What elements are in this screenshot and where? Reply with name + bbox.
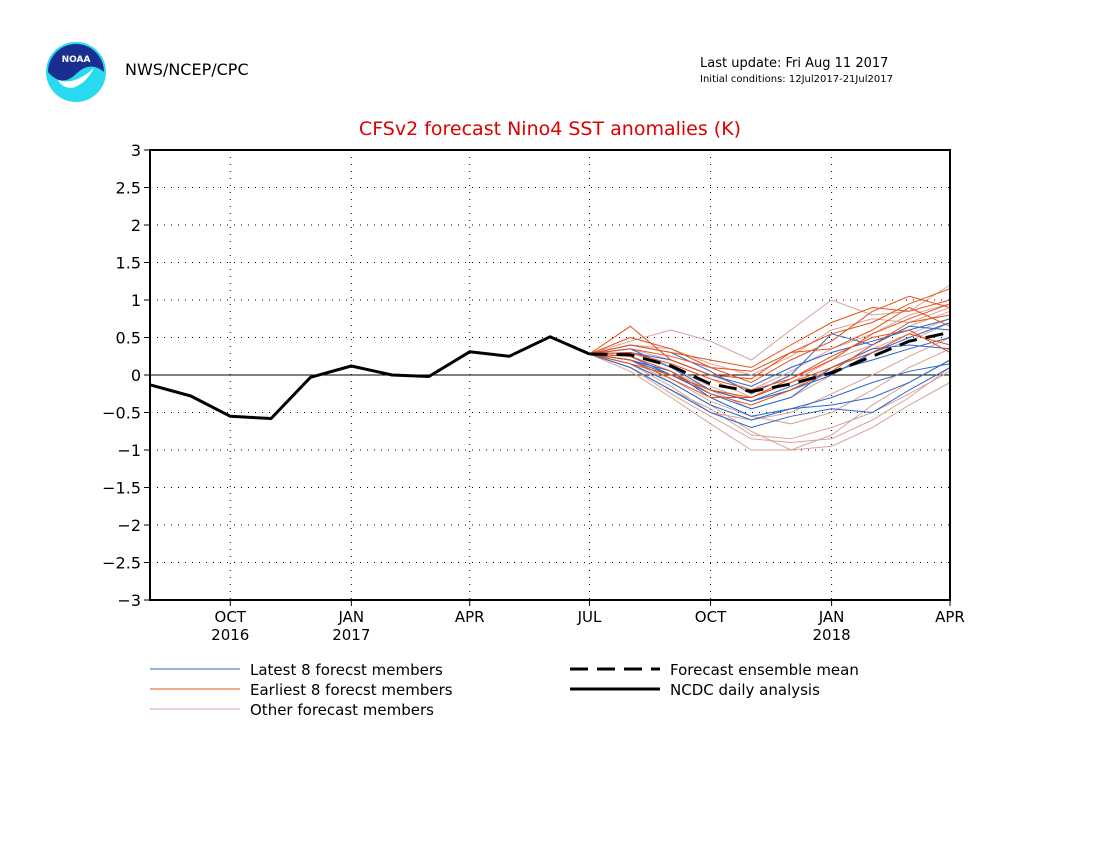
x-tick-label: OCT (695, 608, 727, 626)
other-member-line (589, 284, 951, 361)
grid-lines (144, 149, 951, 606)
earliest-member-line (589, 329, 951, 399)
x-tick-label: JAN (337, 608, 364, 626)
y-tick-label: 1 (131, 291, 141, 310)
earliest-member-line (589, 306, 951, 372)
x-tick-label: JAN (818, 608, 845, 626)
y-tick-label: −1.5 (102, 479, 141, 498)
agency-label: NWS/NCEP/CPC (125, 60, 249, 79)
earliest-member-line (589, 314, 951, 406)
y-tick-label: −3 (117, 591, 141, 610)
latest-member-line (589, 353, 951, 421)
y-tick-label: −1 (117, 441, 141, 460)
latest-member-line (589, 325, 951, 395)
latest-member-line (589, 344, 951, 410)
legend-label-earliest: Earliest 8 forecst members (250, 681, 453, 699)
legend-label-other: Other forecast members (250, 701, 434, 719)
x-tick-label: OCT (215, 608, 247, 626)
x-tick-year-label: 2018 (812, 626, 850, 644)
main-series (149, 330, 951, 420)
x-tick-label: JUL (577, 608, 602, 626)
legend-label-analysis: NCDC daily analysis (670, 681, 820, 699)
latest-member-line (589, 353, 951, 429)
other-member-line (589, 337, 951, 421)
y-tick-label: 3 (131, 141, 141, 160)
ensemble-members (589, 284, 951, 451)
y-tick-label: 0 (131, 366, 141, 385)
noaa-logo: NOAA (44, 40, 108, 108)
x-tick-label: APR (935, 608, 965, 626)
y-tick-label: −0.5 (102, 404, 141, 423)
logo-text: NOAA (62, 55, 91, 65)
x-tick-year-label: 2016 (211, 626, 249, 644)
x-tick-label: APR (455, 608, 485, 626)
other-member-line (589, 353, 951, 451)
earliest-member-line (589, 303, 951, 391)
legend-label-mean: Forecast ensemble mean (670, 661, 859, 679)
ensemble-mean-line (589, 330, 951, 393)
plot-frame (149, 149, 951, 601)
earliest-member-line (589, 288, 951, 380)
earliest-member-line (589, 299, 951, 369)
y-tick-label: −2 (117, 516, 141, 535)
initial-conditions-label: Initial conditions: 12Jul2017-21Jul2017 (700, 74, 893, 85)
legend-label-latest: Latest 8 forecst members (250, 661, 443, 679)
x-tick-year-label: 2017 (332, 626, 370, 644)
y-tick-label: 2.5 (116, 179, 141, 198)
last-update-label: Last update: Fri Aug 11 2017 (700, 56, 889, 71)
y-tick-label: 0.5 (116, 329, 141, 348)
chart-title: CFSv2 forecast Nino4 SST anomalies (K) (359, 118, 741, 140)
latest-member-line (589, 337, 951, 402)
analysis-line (149, 335, 591, 420)
y-tick-label: −2.5 (102, 554, 141, 573)
y-tick-label: 1.5 (116, 254, 141, 273)
y-tick-labels: 3 2.5 2 1.5 1 0.5 0 −0.5 −1 −1.5 −2 −2.5 −3 (102, 141, 141, 610)
other-member-line (589, 353, 951, 451)
legend: Latest 8 forecst members Earliest 8 forec… (150, 661, 859, 719)
other-member-line (589, 303, 951, 391)
y-tick-label: 2 (131, 216, 141, 235)
